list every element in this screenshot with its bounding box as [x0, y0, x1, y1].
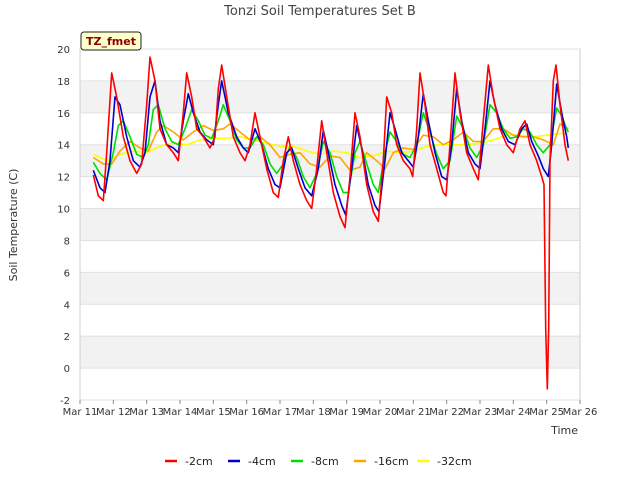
- station-tag: TZ_fmet: [80, 31, 142, 51]
- y-tick-label: 2: [64, 332, 70, 343]
- x-tick-label: Mar 24: [496, 407, 531, 418]
- grid-band: [80, 272, 580, 305]
- legend: -2cm -4cm -8cm -16cm -32cm: [165, 455, 472, 468]
- y-tick-label: 0: [64, 364, 70, 375]
- grid-band: [80, 80, 580, 113]
- station-tag-box: [80, 31, 142, 51]
- x-tick-label: Mar 16: [229, 407, 264, 418]
- y-tick-label: 16: [57, 109, 70, 120]
- x-tick-label: Mar 26: [563, 407, 598, 418]
- legend-item: -8cm: [291, 455, 339, 468]
- x-tick-label: Mar 13: [129, 407, 164, 418]
- legend-label: -32cm: [437, 455, 472, 468]
- x-tick-label: Mar 23: [463, 407, 498, 418]
- x-tick-label: Mar 11: [63, 407, 98, 418]
- series-line-minus-16cm: [92, 123, 569, 172]
- y-tick-label: 10: [57, 205, 70, 216]
- y-tick-label: 12: [57, 173, 70, 184]
- y-axis-label: Soil Temperature (C): [7, 169, 20, 282]
- station-tag-label: TZ_fmet: [86, 35, 136, 48]
- x-tick-label: Mar 21: [396, 407, 431, 418]
- x-tick-label: Mar 12: [96, 407, 131, 418]
- chart-title: Tonzi Soil Temperatures Set B: [223, 4, 416, 19]
- legend-label: -4cm: [248, 455, 276, 468]
- legend-item: -16cm: [354, 455, 409, 468]
- series-line-minus-8cm: [92, 104, 570, 194]
- grid-band: [80, 208, 580, 241]
- x-tick-label: Mar 15: [196, 407, 231, 418]
- plot-background: [80, 49, 580, 400]
- series-lines: [92, 56, 570, 390]
- series-line-minus-2cm: [92, 56, 570, 390]
- y-tick-label: 18: [57, 77, 70, 88]
- x-axis-label: Time: [550, 424, 578, 437]
- legend-label: -16cm: [374, 455, 409, 468]
- grid-band: [80, 336, 580, 369]
- x-tick-label: Mar 19: [329, 407, 364, 418]
- legend-item: -32cm: [417, 455, 472, 468]
- legend-item: -2cm: [165, 455, 213, 468]
- y-tick-label: -2: [60, 396, 70, 407]
- y-tick-label: 14: [57, 141, 70, 152]
- x-tick-label: Mar 22: [429, 407, 464, 418]
- x-tick-label: Mar 14: [163, 407, 198, 418]
- x-tick-label: Mar 25: [529, 407, 564, 418]
- x-tick-label: Mar 17: [263, 407, 298, 418]
- legend-label: -8cm: [311, 455, 339, 468]
- y-tick-label: 8: [64, 236, 70, 247]
- legend-label: -2cm: [185, 455, 213, 468]
- legend-item: -4cm: [228, 455, 276, 468]
- y-axis: -2 0 2 4 6 8 10 12 14 16 18 20: [57, 45, 580, 407]
- y-tick-label: 6: [64, 268, 70, 279]
- x-tick-label: Mar 20: [363, 407, 398, 418]
- y-tick-label: 20: [57, 45, 70, 56]
- x-tick-label: Mar 18: [296, 407, 331, 418]
- y-tick-label: 4: [64, 300, 70, 311]
